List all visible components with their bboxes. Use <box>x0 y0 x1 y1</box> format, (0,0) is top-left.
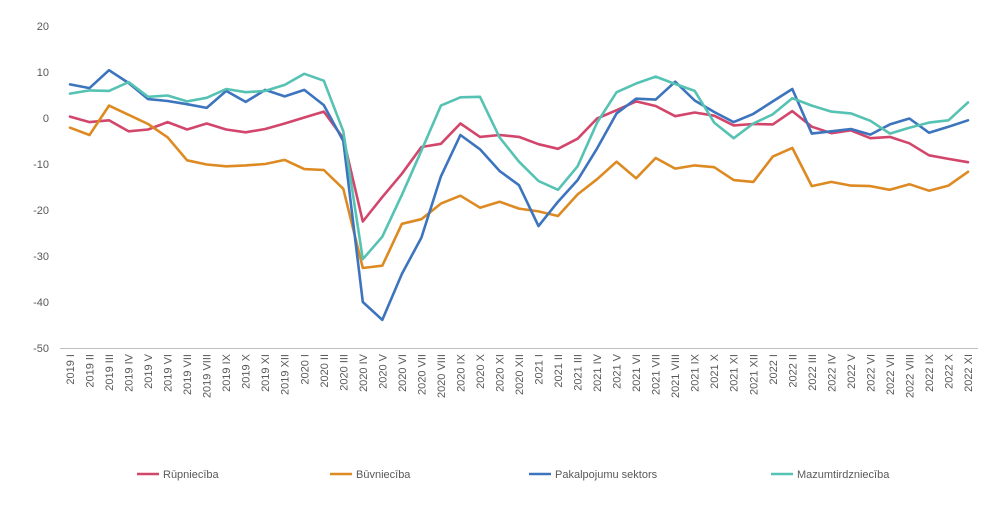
series-line-2 <box>68 68 970 322</box>
x-tick-label: 2022 X <box>943 353 955 389</box>
legend-item: Būvniecība <box>330 469 411 481</box>
x-tick-label: 2022 V <box>846 353 858 389</box>
x-tick-label: 2021 XII <box>748 354 760 395</box>
legend-label: Pakalpojumu sektors <box>555 469 658 481</box>
x-tick-label: 2019 XII <box>280 354 292 395</box>
legend-label: Būvniecība <box>356 469 411 481</box>
y-tick-label: -30 <box>33 251 49 263</box>
x-tick-label: 2019 VIII <box>202 354 214 398</box>
x-tick-label: 2019 III <box>104 354 116 391</box>
x-tick-label: 2019 IV <box>124 353 136 392</box>
x-tick-label: 2019 X <box>241 353 253 389</box>
y-tick-label: -50 <box>33 343 49 355</box>
y-tick-label: -40 <box>33 297 49 309</box>
x-tick-label: 2020 XII <box>514 354 526 395</box>
x-tick-label: 2022 VII <box>885 354 897 395</box>
x-tick-label: 2022 I <box>768 354 780 385</box>
x-tick-label: 2020 III <box>338 354 350 391</box>
legend: Rūpniecība Būvniecība Pakalpojumu sektors M… <box>137 469 890 481</box>
x-tick-label: 2021 X <box>709 353 721 389</box>
x-tick-label: 2019 IX <box>221 353 233 392</box>
x-tick-label: 2020 XI <box>494 354 506 392</box>
x-tick-label: 2019 VII <box>182 354 194 395</box>
legend-label: Mazumtirdzniecība <box>797 469 890 481</box>
x-tick-label: 2020 I <box>299 354 311 385</box>
series-line-1 <box>68 104 970 270</box>
x-tick-label: 2022 IV <box>826 353 838 392</box>
legend-item: Pakalpojumu sektors <box>529 469 658 481</box>
y-tick-label: -10 <box>33 159 49 171</box>
x-tick-label: 2022 XI <box>963 354 975 392</box>
x-tick-label: 2022 VIII <box>904 354 916 398</box>
legend-item: Rūpniecība <box>137 469 220 481</box>
x-tick-label: 2020 V <box>377 353 389 389</box>
x-tick-label: 2022 III <box>807 354 819 391</box>
x-tick-label: 2019 I <box>65 354 77 385</box>
y-axis: 20 10 0 -10 -20 -30 -40 -50 <box>33 21 49 355</box>
series-line-0 <box>68 100 970 223</box>
x-tick-label: 2021 V <box>612 353 624 389</box>
x-tick-label: 2020 VIII <box>436 354 448 398</box>
series-layer <box>68 68 970 322</box>
y-tick-label: 10 <box>37 67 49 79</box>
x-tick-label: 2021 VI <box>631 354 643 392</box>
x-tick-label: 2020 VI <box>397 354 409 392</box>
legend-label: Rūpniecība <box>163 469 220 481</box>
y-tick-label: 0 <box>43 113 49 125</box>
x-tick-label: 2022 VI <box>865 354 877 392</box>
x-tick-label: 2021 I <box>534 354 546 385</box>
x-tick-label: 2019 VI <box>163 354 175 392</box>
x-tick-label: 2021 III <box>573 354 585 391</box>
x-axis: 2019 I 2019 II 2019 III 2019 IV 2019 V 2019 V… <box>60 348 978 398</box>
x-tick-label: 2021 IV <box>592 353 604 392</box>
x-tick-label: 2021 II <box>553 354 565 388</box>
x-tick-label: 2019 V <box>143 353 155 389</box>
x-tick-label: 2022 IX <box>924 353 936 392</box>
x-tick-label: 2021 IX <box>690 353 702 392</box>
x-tick-label: 2019 II <box>85 354 97 388</box>
x-tick-label: 2021 XI <box>729 354 741 392</box>
x-tick-label: 2020 IV <box>358 353 370 392</box>
x-tick-label: 2020 VII <box>416 354 428 395</box>
x-tick-label: 2022 II <box>787 354 799 388</box>
x-tick-label: 2019 XI <box>260 354 272 392</box>
series-line-3 <box>68 72 970 261</box>
legend-item: Mazumtirdzniecība <box>771 469 890 481</box>
x-tick-label: 2020 II <box>319 354 331 388</box>
x-tick-label: 2021 VII <box>651 354 663 395</box>
y-tick-label: 20 <box>37 21 49 33</box>
x-tick-label: 2021 VIII <box>670 354 682 398</box>
x-tick-label: 2020 IX <box>455 353 467 392</box>
x-tick-label: 2020 X <box>475 353 487 389</box>
y-tick-label: -20 <box>33 205 49 217</box>
